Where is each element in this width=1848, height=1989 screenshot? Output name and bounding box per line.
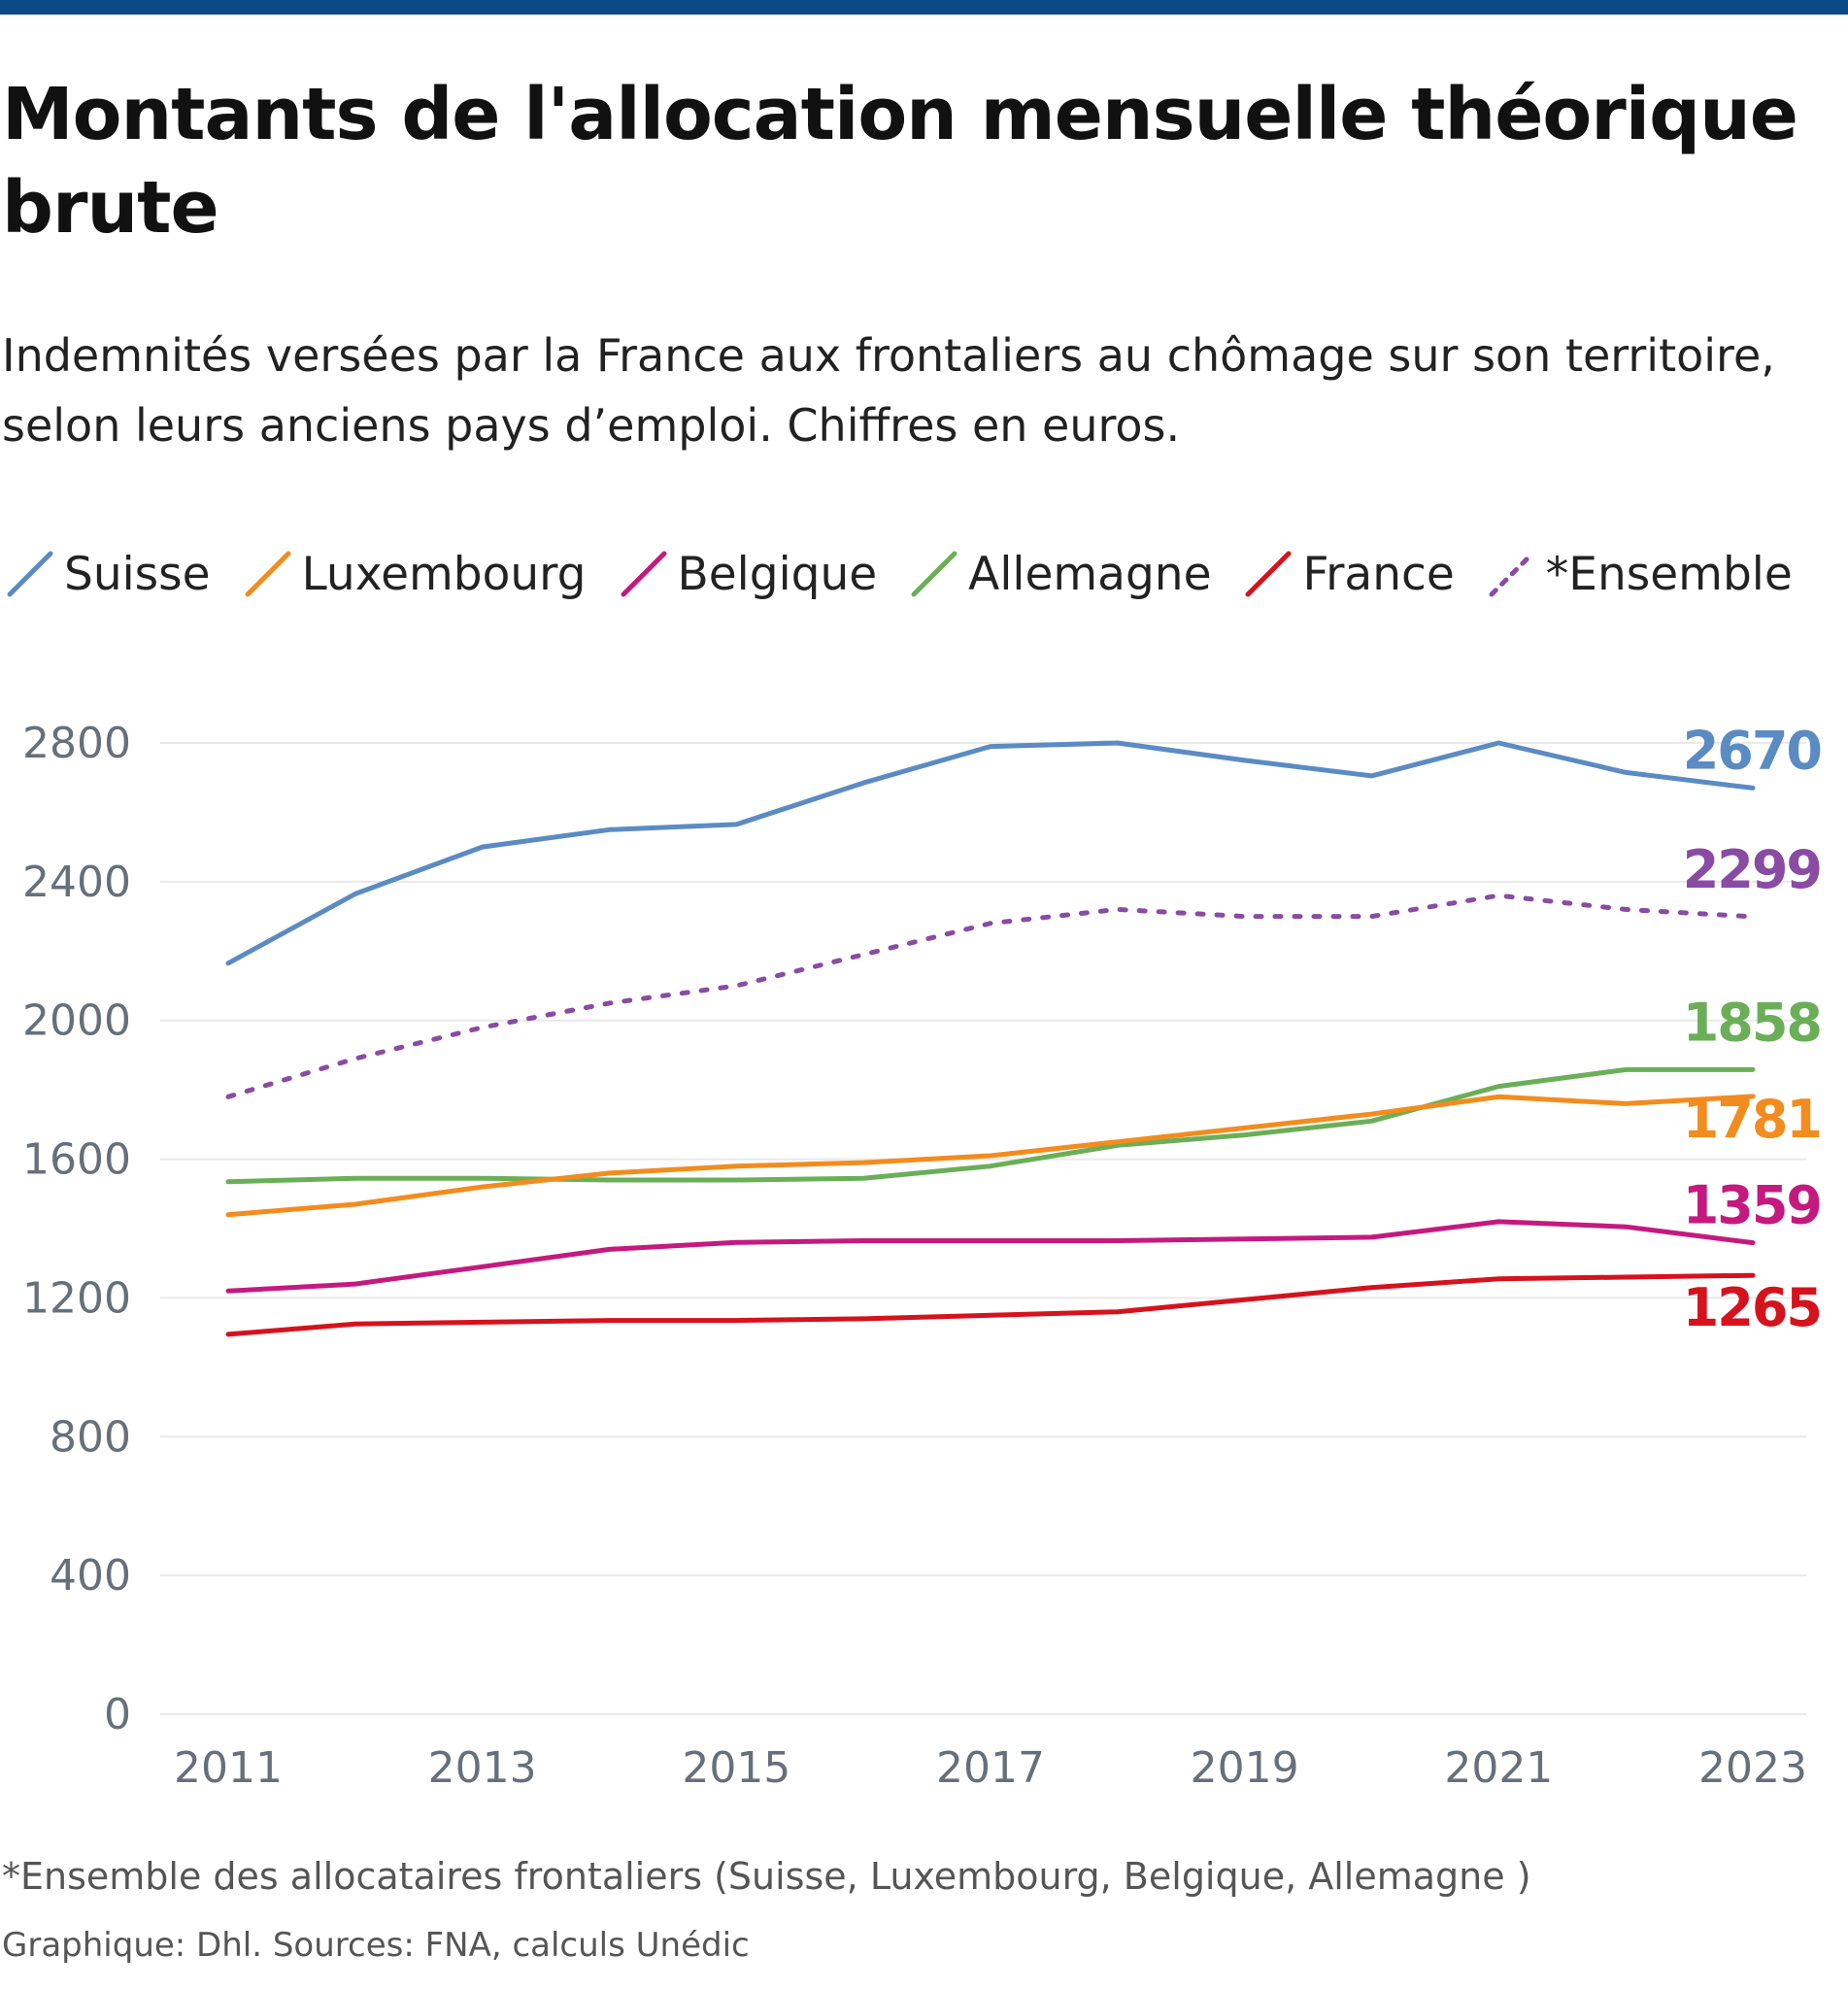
end-label-france: 1265 — [1683, 1277, 1821, 1338]
legend-line-france — [1245, 551, 1292, 597]
series-line-allemagne — [225, 1066, 1756, 1185]
legend-swatch-ensemble — [1489, 551, 1535, 597]
series-line-suisse — [225, 740, 1756, 966]
x-tick-label-2013: 2013 — [428, 1743, 537, 1793]
legend-line-ensemble — [1489, 551, 1535, 597]
series-line-ensemble — [225, 893, 1756, 1099]
y-tick-label-0: 0 — [104, 1690, 131, 1739]
legend-swatch-france — [1245, 551, 1292, 597]
line-chart: 0 400 800 1200 1600 2000 2400 2800 2011 2013 2015 2… — [22, 719, 1823, 1793]
series-line-france — [225, 1272, 1756, 1337]
end-label-suisse: 2670 — [1683, 720, 1821, 781]
x-tick-label-2015: 2015 — [682, 1743, 790, 1793]
legend-label-allemagne: Allemagne — [968, 547, 1212, 601]
x-tick-label-2019: 2019 — [1191, 1743, 1299, 1793]
end-label-allemagne: 1858 — [1683, 992, 1821, 1053]
chart-subtitle: Indemnités versées par la France aux fro… — [2, 329, 1775, 452]
y-tick-label-2000: 2000 — [22, 996, 131, 1046]
x-tick-label-2021: 2021 — [1444, 1743, 1553, 1793]
legend-item-allemagne: Allemagne — [910, 548, 1211, 601]
y-tick-label-1200: 1200 — [22, 1273, 131, 1323]
series-line-belgique — [225, 1219, 1756, 1294]
legend-swatch-suisse — [7, 551, 53, 597]
y-tick-label-400: 400 — [50, 1551, 131, 1601]
end-label-ensemble: 2299 — [1683, 839, 1821, 900]
footnote: *Ensemble des allocataires frontaliers (… — [2, 1855, 1531, 1898]
legend-line-suisse — [7, 551, 53, 597]
legend-item-france: France — [1244, 547, 1455, 601]
x-tick-label-2011: 2011 — [174, 1743, 283, 1793]
source-credit: Graphique: Dhl. Sources: FNA, calculs Un… — [2, 1926, 750, 1965]
legend-label-suisse: Suisse — [64, 547, 211, 601]
chart-title: Montants de l'allocation mensuelle théor… — [2, 73, 1798, 250]
legend-line-allemagne — [911, 551, 958, 597]
legend-label-luxembourg: Luxembourg — [301, 547, 587, 601]
x-tick-label-2023: 2023 — [1698, 1743, 1807, 1793]
legend-swatch-allemagne — [911, 551, 958, 597]
y-tick-label-800: 800 — [50, 1412, 131, 1462]
legend-item-belgique: Belgique — [620, 547, 878, 601]
top-accent-bar — [0, 0, 1848, 15]
legend-swatch-luxembourg — [245, 551, 291, 597]
legend-label-ensemble: *Ensemble — [1545, 547, 1793, 601]
legend-swatch-belgique — [621, 551, 667, 597]
x-tick-label-2017: 2017 — [936, 1743, 1045, 1793]
legend-item-ensemble: *Ensemble — [1488, 548, 1793, 601]
legend-label-france: France — [1302, 547, 1455, 601]
end-label-belgique: 1359 — [1683, 1175, 1821, 1236]
legend: Suisse Luxembourg Belgique Allemagne Fra… — [6, 544, 1793, 604]
legend-item-suisse: Suisse — [6, 548, 211, 601]
y-tick-label-1600: 1600 — [22, 1135, 131, 1185]
legend-item-luxembourg: Luxembourg — [244, 548, 587, 601]
y-tick-label-2800: 2800 — [22, 719, 131, 768]
y-tick-label-2400: 2400 — [22, 858, 131, 907]
legend-label-belgique: Belgique — [677, 547, 878, 601]
end-label-luxembourg: 1781 — [1683, 1089, 1821, 1150]
legend-line-luxembourg — [245, 551, 291, 597]
legend-line-belgique — [621, 551, 667, 597]
series-line-luxembourg — [225, 1094, 1756, 1218]
